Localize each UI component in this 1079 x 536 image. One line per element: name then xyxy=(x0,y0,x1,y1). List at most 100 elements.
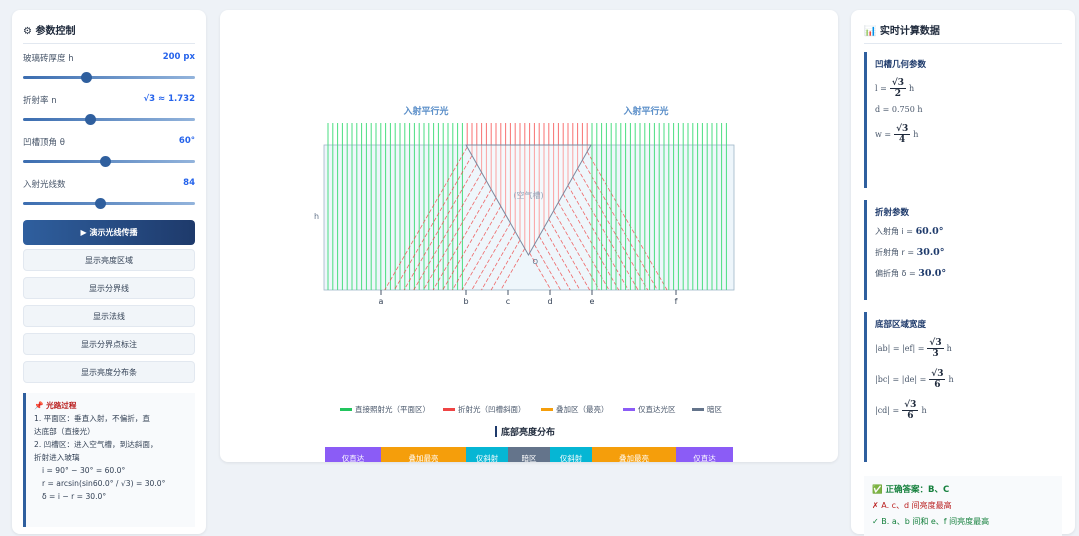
formula: |bc| = |de| = √3 6 h xyxy=(875,369,1054,390)
distribution-label: 仅斜射 xyxy=(560,453,583,462)
formula-lhs: w = xyxy=(875,130,892,139)
refracted-ray xyxy=(490,239,521,291)
refracted-ray xyxy=(403,163,478,291)
formula-unit: h xyxy=(921,406,927,415)
legend-label: 折射光（凹槽斜面） xyxy=(458,404,526,414)
point-label: f xyxy=(675,297,678,306)
legend-swatch xyxy=(443,408,455,411)
title-text: 参数控制 xyxy=(35,26,76,37)
fraction: √3 6 xyxy=(929,369,946,390)
refracted-ray xyxy=(432,189,492,291)
formula-lhs: l = xyxy=(875,84,887,93)
fraction: √3 4 xyxy=(894,124,911,145)
section-title: 底部区域宽度 xyxy=(875,320,927,330)
legend-label: 叠加区（最亮） xyxy=(556,404,609,414)
param-label: 玻璃砖厚度 h xyxy=(23,54,74,64)
slider[interactable] xyxy=(23,156,195,167)
point-label: c xyxy=(506,297,510,306)
denominator: 4 xyxy=(899,135,906,145)
formula: |cd| = √3 6 h xyxy=(875,400,1054,421)
formula-lhs: |cd| = xyxy=(875,406,900,415)
distribution-label: 仅直达 xyxy=(342,453,365,462)
denominator: 6 xyxy=(934,380,941,390)
distribution-label: 叠加最亮 xyxy=(619,453,649,462)
distribution-label: 仅斜射 xyxy=(476,453,499,462)
slider-thumb xyxy=(100,156,111,167)
toggle-button[interactable]: 显示分界线 xyxy=(23,277,195,299)
legend-label: 仅直达光区 xyxy=(638,404,676,414)
legend-swatch xyxy=(541,408,553,411)
refracted-ray xyxy=(471,222,511,291)
thickness-label: h xyxy=(314,212,319,221)
distribution-label: 叠加最亮 xyxy=(409,453,439,462)
param-label: 入射光线数 xyxy=(23,180,66,190)
param-label: 折射率 n xyxy=(23,96,57,106)
point-label: d xyxy=(547,297,552,306)
refracted-ray xyxy=(577,168,649,291)
formula-unit: h xyxy=(948,375,954,384)
legend-label: 暗区 xyxy=(707,404,722,414)
toggle-button[interactable]: 显示分界点标注 xyxy=(23,333,195,355)
left-panel: ⚙ 参数控制 玻璃砖厚度 h 200 px 折射率 n √3 ≈ 1.732 凹槽顶角 … xyxy=(12,10,206,534)
slider-thumb xyxy=(85,114,96,125)
panel-title: ⚙ 参数控制 xyxy=(23,22,195,44)
geometry-section: 凹槽几何参数 l = √3 2 h d = 0.750 h w = √3 4 h xyxy=(864,52,1062,188)
refracted-ray xyxy=(567,185,629,291)
denominator: 2 xyxy=(894,89,902,99)
refracted-ray xyxy=(562,193,620,291)
param-value: √3 ≈ 1.732 xyxy=(143,94,195,104)
incident-label: 入射平行光 xyxy=(622,105,668,117)
section-title: 凹槽几何参数 xyxy=(875,60,927,70)
refracted-ray xyxy=(572,176,639,291)
answer-line: ✓ B. a、b 间和 e、f 间亮度最高 xyxy=(872,517,990,526)
numerator: √3 xyxy=(889,78,906,89)
note-line: r = arcsin(sin60.0° / √3) = 30.0° xyxy=(42,479,166,488)
legend-label: 直接照射光（平面区） xyxy=(355,404,430,414)
slider[interactable] xyxy=(23,198,195,209)
formula-lhs: |ab| = |ef| = xyxy=(875,344,925,353)
distribution-label: 暗区 xyxy=(522,453,537,462)
param-value: 200 px xyxy=(162,52,195,62)
point-label: b xyxy=(463,297,468,306)
slider[interactable] xyxy=(23,114,195,125)
refracted-ray xyxy=(452,206,502,291)
numerator: √3 xyxy=(929,369,946,380)
legend-swatch xyxy=(692,408,704,411)
toggle-button[interactable]: 显示亮度分布条 xyxy=(23,361,195,383)
note-line: 2. 凹槽区：进入空气槽，到达斜面， xyxy=(34,440,158,449)
distribution-title: 底部亮度分布 xyxy=(501,426,555,438)
denominator: 6 xyxy=(907,411,914,421)
title-accent xyxy=(495,426,497,437)
refracted-ray xyxy=(413,172,482,291)
refraction-label: 偏折角 δ = xyxy=(875,269,916,278)
note-line: 折射进入玻璃 xyxy=(34,453,80,462)
formula: w = √3 4 h xyxy=(875,124,1054,145)
refraction-label: 折射角 r = xyxy=(875,248,915,257)
groove-label: (空气槽) xyxy=(513,190,543,200)
widths-section: 底部区域宽度 |ab| = |ef| = √3 3 h |bc| = |de| = √3 6… xyxy=(864,312,1062,462)
param-value: 84 xyxy=(183,178,195,188)
toggle-button[interactable]: 显示亮度区域 xyxy=(23,249,195,271)
toggle-button[interactable]: 显示法线 xyxy=(23,305,195,327)
formula: l = √3 2 h xyxy=(875,78,1054,99)
note-line: 1. 平面区：垂直入射，不偏折，直 xyxy=(34,414,150,423)
refracted-ray xyxy=(586,151,668,291)
formula: |ab| = |ef| = √3 3 h xyxy=(875,338,1054,359)
refracted-ray xyxy=(481,231,516,291)
refracted-ray xyxy=(529,252,552,291)
refracted-ray xyxy=(558,202,610,291)
primary-button[interactable]: ▶ 演示光线传播 xyxy=(23,220,195,245)
refraction-value: 60.0° xyxy=(915,226,944,237)
legend-swatch xyxy=(623,408,635,411)
numerator: √3 xyxy=(927,338,944,349)
note-box: 📌 光路过程 1. 平面区：垂直入射，不偏折，直 达底部（直接光） 2. 凹槽区：进… xyxy=(23,393,195,527)
formula-unit: h xyxy=(946,344,952,353)
refracted-ray xyxy=(394,155,473,291)
refracted-ray xyxy=(553,210,600,291)
diagram: (空气槽) Oh 入射平行光 入射平行光 a b c d e f 直接照射光（平面区） 折射光（凹槽斜… xyxy=(314,105,735,470)
note-line: δ = i − r = 30.0° xyxy=(42,492,107,501)
groove xyxy=(465,144,592,257)
slider[interactable] xyxy=(23,72,195,83)
